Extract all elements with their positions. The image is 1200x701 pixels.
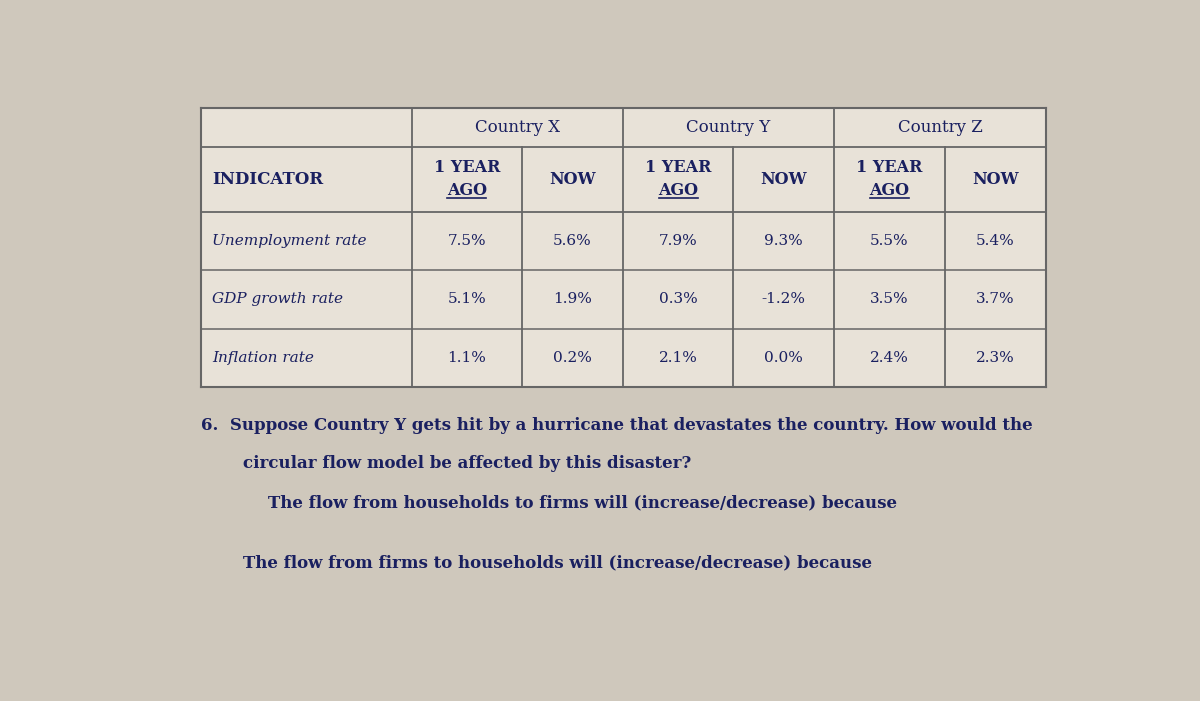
Text: 5.6%: 5.6% bbox=[553, 234, 592, 248]
Text: AGO: AGO bbox=[658, 182, 698, 199]
Text: -1.2%: -1.2% bbox=[762, 292, 806, 306]
Text: 7.9%: 7.9% bbox=[659, 234, 697, 248]
Text: 1 YEAR: 1 YEAR bbox=[644, 159, 712, 176]
Text: NOW: NOW bbox=[972, 171, 1019, 188]
Text: The flow from households to firms will (increase/decrease) because: The flow from households to firms will (… bbox=[268, 494, 898, 511]
Text: 2.1%: 2.1% bbox=[659, 350, 697, 365]
Text: AGO: AGO bbox=[446, 182, 487, 199]
Text: 9.3%: 9.3% bbox=[764, 234, 803, 248]
Text: 6.  Suppose Country Y gets hit by a hurricane that devastates the country. How w: 6. Suppose Country Y gets hit by a hurri… bbox=[202, 416, 1033, 434]
Text: 0.0%: 0.0% bbox=[764, 350, 803, 365]
Text: NOW: NOW bbox=[550, 171, 596, 188]
Text: The flow from firms to households will (increase/decrease) because: The flow from firms to households will (… bbox=[242, 554, 872, 571]
Text: NOW: NOW bbox=[761, 171, 808, 188]
Text: AGO: AGO bbox=[870, 182, 910, 199]
Text: 3.7%: 3.7% bbox=[976, 292, 1014, 306]
Text: GDP growth rate: GDP growth rate bbox=[212, 292, 343, 306]
Text: 7.5%: 7.5% bbox=[448, 234, 486, 248]
Text: 1.9%: 1.9% bbox=[553, 292, 592, 306]
Text: 2.4%: 2.4% bbox=[870, 350, 908, 365]
Text: Country X: Country X bbox=[475, 119, 560, 136]
Text: 2.3%: 2.3% bbox=[976, 350, 1014, 365]
Bar bbox=[202, 109, 1045, 387]
Text: Unemployment rate: Unemployment rate bbox=[212, 234, 367, 248]
Text: 0.3%: 0.3% bbox=[659, 292, 697, 306]
Text: 0.2%: 0.2% bbox=[553, 350, 592, 365]
Text: 5.5%: 5.5% bbox=[870, 234, 908, 248]
Text: 1 YEAR: 1 YEAR bbox=[857, 159, 923, 176]
Text: 5.4%: 5.4% bbox=[976, 234, 1014, 248]
Text: INDICATOR: INDICATOR bbox=[212, 171, 324, 188]
Text: 1 YEAR: 1 YEAR bbox=[433, 159, 500, 176]
Text: Country Z: Country Z bbox=[898, 119, 983, 136]
Text: circular flow model be affected by this disaster?: circular flow model be affected by this … bbox=[242, 456, 691, 472]
Text: 1.1%: 1.1% bbox=[448, 350, 486, 365]
Text: Inflation rate: Inflation rate bbox=[212, 350, 314, 365]
Text: 3.5%: 3.5% bbox=[870, 292, 908, 306]
Text: Country Y: Country Y bbox=[686, 119, 770, 136]
Text: 5.1%: 5.1% bbox=[448, 292, 486, 306]
